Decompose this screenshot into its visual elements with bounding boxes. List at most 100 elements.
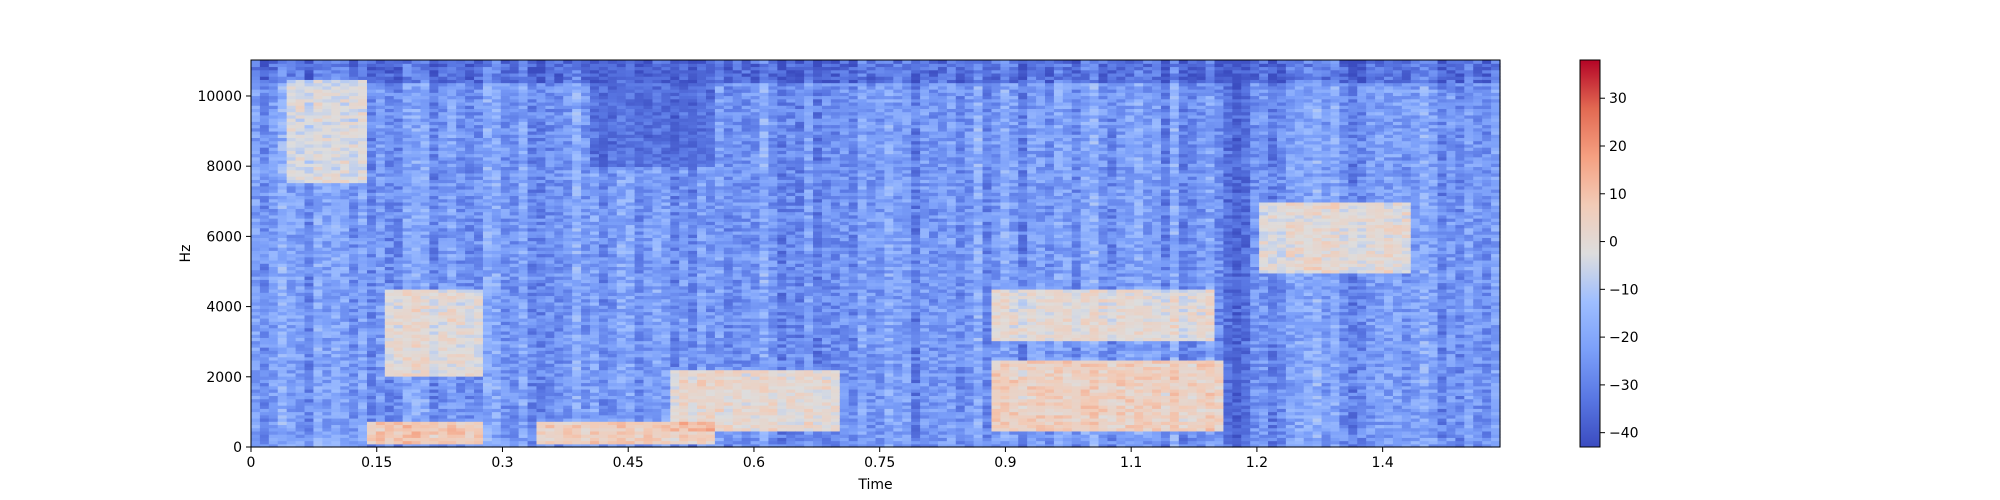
spectrogram-cell	[384, 224, 395, 229]
spectrogram-cell	[358, 324, 368, 329]
spectrogram-cell	[349, 440, 359, 445]
spectrogram-cell	[340, 295, 350, 300]
spectrogram-cell	[402, 153, 413, 158]
spectrogram-cell	[340, 224, 350, 229]
spectrogram-cell	[375, 408, 386, 413]
spectrogram-cell	[313, 295, 323, 300]
spectrogram-cell	[286, 111, 297, 116]
spectrogram-cell	[375, 127, 386, 132]
spectrogram-cell	[304, 243, 315, 248]
spectrogram-cell	[313, 340, 323, 345]
spectrogram-cell	[331, 311, 341, 316]
spectrogram-cell	[375, 327, 386, 332]
spectrogram-cell	[349, 292, 359, 297]
spectrogram-cell	[375, 72, 386, 77]
spectrogram-cell	[331, 369, 341, 374]
spectrogram-cell	[259, 414, 270, 419]
spectrogram-cell	[286, 363, 297, 367]
spectrogram-cell	[358, 63, 368, 68]
spectrogram-cell	[393, 208, 404, 213]
spectrogram-cell	[251, 347, 261, 351]
spectrogram-cell	[340, 72, 350, 77]
spectrogram-cell	[268, 137, 279, 142]
spectrogram-cell	[411, 79, 422, 84]
spectrogram-cell	[366, 147, 377, 151]
spectrogram-cell	[268, 385, 279, 390]
spectrogram-cell	[277, 89, 288, 93]
spectrogram-cell	[295, 153, 306, 158]
spectrogram-cell	[304, 98, 315, 103]
spectrogram-cell	[384, 108, 395, 113]
spectrogram-cell	[384, 163, 395, 168]
spectrogram-cell	[366, 443, 377, 448]
spectrogram-cell	[277, 79, 288, 84]
spectrogram-cell	[402, 118, 413, 122]
spectrogram-cell	[331, 176, 341, 180]
spectrogram-cell	[313, 405, 323, 409]
spectrogram-cell	[331, 401, 341, 406]
spectrogram-cell	[358, 150, 368, 155]
spectrogram-cell	[277, 285, 288, 290]
spectrogram-cell	[375, 247, 386, 251]
spectrogram-cell	[393, 417, 404, 422]
spectrogram-cell	[340, 411, 350, 416]
spectrogram-cell	[349, 272, 359, 277]
spectrogram-cell	[375, 440, 386, 445]
spectrogram-cell	[277, 66, 288, 71]
spectrogram-cell	[268, 205, 279, 209]
spectrogram-cell	[295, 214, 306, 219]
spectrogram-cell	[259, 305, 270, 309]
spectrogram-cell	[286, 314, 297, 319]
spectrogram-cell	[358, 121, 368, 126]
spectrogram-cell	[277, 201, 288, 206]
spectrogram-cell	[411, 118, 422, 122]
spectrogram-cell	[340, 79, 350, 84]
spectrogram-cell	[313, 334, 323, 338]
spectrogram-cell	[313, 421, 323, 426]
spectrogram-cell	[358, 321, 368, 326]
spectrogram-cell	[259, 327, 270, 332]
spectrogram-cell	[331, 308, 341, 313]
spectrogram-cell	[349, 253, 359, 258]
spectrogram-cell	[411, 330, 422, 335]
spectrogram-cell	[295, 89, 306, 93]
spectrogram-cell	[295, 369, 306, 374]
spectrogram-cell	[331, 137, 341, 142]
spectrogram-cell	[304, 395, 315, 400]
spectrogram-cell	[268, 114, 279, 119]
spectrogram-cell	[322, 176, 332, 180]
spectrogram-cell	[366, 424, 377, 429]
spectrogram-cell	[286, 385, 297, 390]
spectrogram-cell	[375, 89, 386, 93]
spectrogram-cell	[375, 214, 386, 219]
spectrogram-cell	[366, 334, 377, 338]
spectrogram-cell	[304, 417, 315, 422]
spectrogram-cell	[322, 72, 332, 77]
spectrogram-cell	[322, 118, 332, 122]
spectrogram-cell	[295, 108, 306, 113]
spectrogram-cell	[251, 440, 261, 445]
spectrogram-cell	[313, 150, 323, 155]
spectrogram-cell	[411, 411, 422, 416]
spectrogram-cell	[340, 127, 350, 132]
spectrogram-cell	[331, 321, 341, 326]
spectrogram-cell	[384, 434, 395, 438]
spectrogram-cell	[402, 376, 413, 380]
spectrogram-cell	[313, 156, 323, 161]
spectrogram-cell	[349, 89, 359, 93]
spectrogram-cell	[358, 337, 368, 342]
spectrogram-cell	[366, 382, 377, 387]
spectrogram-cell	[322, 66, 332, 71]
spectrogram-cell	[322, 79, 332, 84]
spectrogram-cell	[393, 363, 404, 367]
spectrogram-cell	[393, 143, 404, 148]
spectrogram-cell	[286, 205, 297, 209]
spectrogram-cell	[366, 82, 377, 87]
spectrogram-cell	[286, 130, 297, 135]
spectrogram-cell	[251, 443, 261, 448]
spectrogram-cell	[358, 159, 368, 164]
spectrogram-cell	[295, 305, 306, 309]
spectrogram-cell	[340, 111, 350, 116]
spectrogram-cell	[277, 369, 288, 374]
spectrogram-cell	[349, 301, 359, 306]
